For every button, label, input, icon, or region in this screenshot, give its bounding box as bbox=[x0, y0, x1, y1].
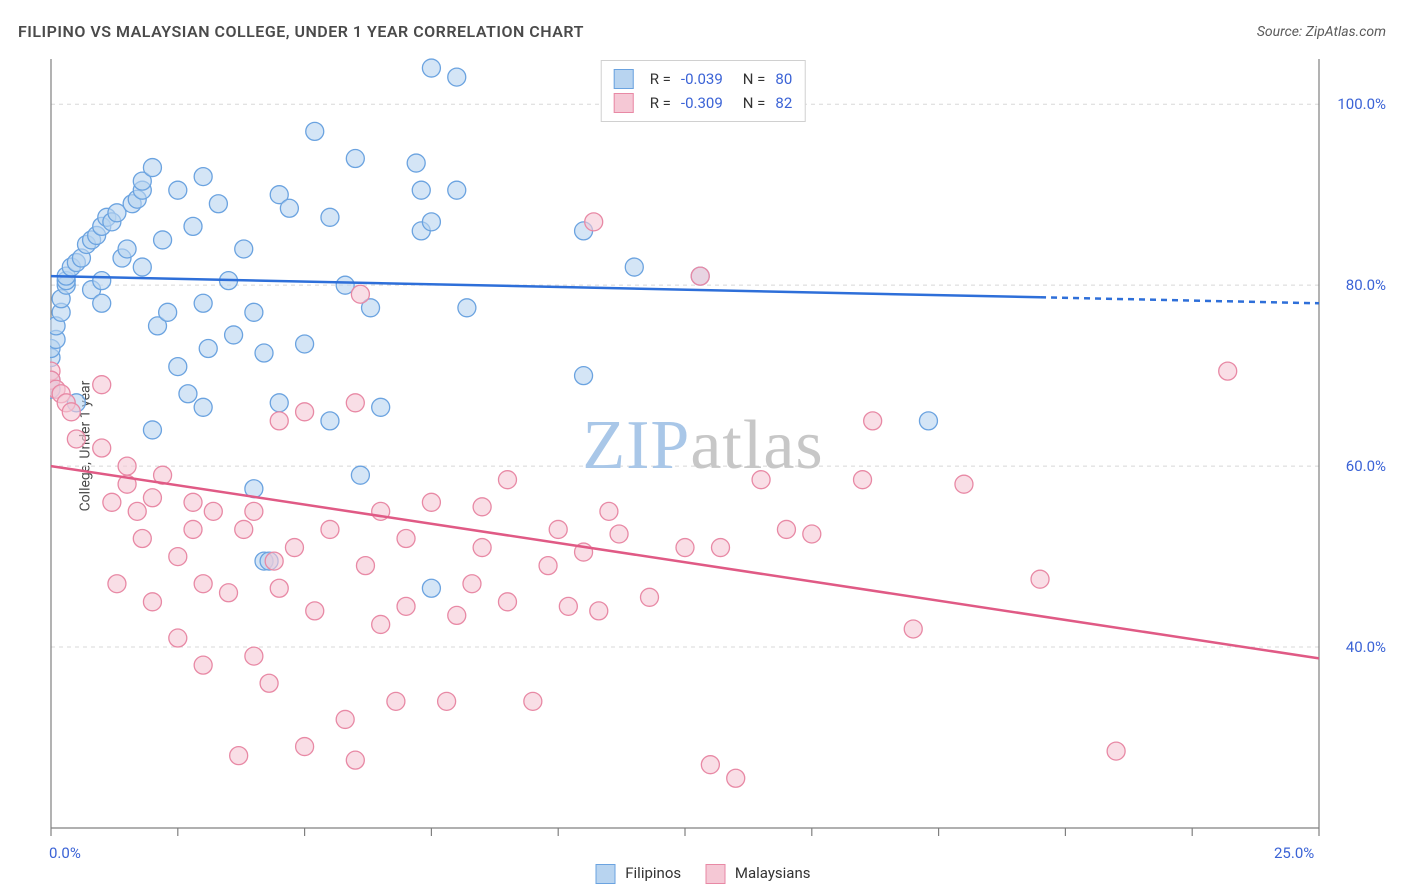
legend-r-value-filipinos: -0.039 bbox=[681, 70, 723, 88]
legend-n-value-filipinos: 80 bbox=[775, 70, 792, 88]
legend-swatch-filipinos bbox=[614, 69, 634, 89]
legend-r-label: R = bbox=[650, 94, 671, 112]
legend-row-filipinos: R = -0.039 N = 80 bbox=[614, 67, 793, 91]
legend-swatch-malaysians bbox=[614, 93, 634, 113]
legend-r-value-malaysians: -0.309 bbox=[681, 94, 723, 112]
source-label: Source: ZipAtlas.com bbox=[1257, 24, 1386, 40]
chart-container: FILIPINO VS MALAYSIAN COLLEGE, UNDER 1 Y… bbox=[0, 0, 1406, 892]
legend-n-label: N = bbox=[743, 94, 766, 112]
series-legend: Filipinos Malaysians bbox=[596, 864, 811, 884]
x-axis-tick-label: 25.0% bbox=[1274, 844, 1314, 862]
legend-r-label: R = bbox=[650, 70, 671, 88]
legend-swatch-malaysians bbox=[705, 864, 725, 884]
y-axis-tick-label: 40.0% bbox=[1346, 638, 1386, 656]
x-axis-tick-label: 0.0% bbox=[49, 844, 81, 862]
correlation-legend-box: R = -0.039 N = 80 R = -0.309 N = 82 bbox=[601, 60, 806, 122]
y-axis-tick-label: 80.0% bbox=[1346, 276, 1386, 294]
legend-n-label: N = bbox=[743, 70, 766, 88]
legend-label-malaysians: Malaysians bbox=[735, 864, 811, 882]
legend-row-malaysians: R = -0.309 N = 82 bbox=[614, 91, 793, 115]
legend-item-filipinos: Filipinos bbox=[596, 864, 682, 884]
legend-swatch-filipinos bbox=[596, 864, 616, 884]
y-axis-tick-label: 100.0% bbox=[1337, 95, 1386, 113]
legend-item-malaysians: Malaysians bbox=[705, 864, 810, 884]
y-axis-tick-label: 60.0% bbox=[1346, 457, 1386, 475]
scatter-plot bbox=[50, 58, 1320, 848]
chart-title: FILIPINO VS MALAYSIAN COLLEGE, UNDER 1 Y… bbox=[18, 22, 584, 41]
legend-n-value-malaysians: 82 bbox=[775, 94, 792, 112]
legend-label-filipinos: Filipinos bbox=[625, 864, 681, 882]
